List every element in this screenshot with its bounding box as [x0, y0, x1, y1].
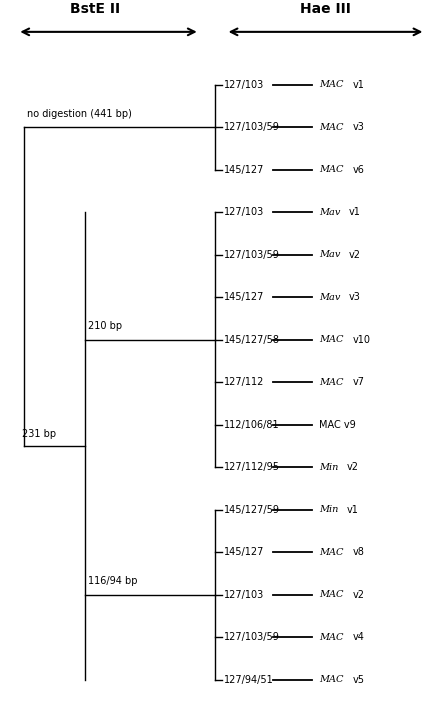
Text: Hae III: Hae III	[300, 2, 351, 16]
Text: Min: Min	[319, 506, 340, 514]
Text: 145/127: 145/127	[224, 292, 264, 302]
Text: 210 bp: 210 bp	[88, 321, 122, 331]
Text: no digestion (441 bp): no digestion (441 bp)	[27, 109, 132, 119]
Text: 127/103: 127/103	[224, 80, 264, 90]
Text: 127/103/59: 127/103/59	[224, 250, 279, 260]
Text: 145/127: 145/127	[224, 165, 264, 175]
Text: 127/103/59: 127/103/59	[224, 122, 279, 132]
Text: v2: v2	[347, 462, 358, 472]
Text: MAC: MAC	[319, 336, 345, 344]
Text: v1: v1	[353, 80, 365, 90]
Text: v6: v6	[353, 165, 365, 175]
Text: MAC: MAC	[319, 675, 345, 684]
Text: MAC: MAC	[319, 81, 345, 89]
Text: 231 bp: 231 bp	[22, 429, 56, 439]
Text: v2: v2	[349, 250, 361, 260]
Text: v8: v8	[353, 547, 365, 557]
Text: MAC: MAC	[319, 633, 345, 641]
Text: 127/103: 127/103	[224, 207, 264, 217]
Text: 116/94 bp: 116/94 bp	[88, 576, 138, 586]
Text: Mav: Mav	[319, 293, 342, 302]
Text: v2: v2	[353, 590, 365, 600]
Text: MAC: MAC	[319, 548, 345, 556]
Text: MAC: MAC	[319, 166, 345, 174]
Text: MAC v9: MAC v9	[319, 420, 356, 430]
Text: v1: v1	[347, 505, 358, 515]
Text: v1: v1	[349, 207, 361, 217]
Text: v5: v5	[353, 675, 365, 685]
Text: 127/112/95: 127/112/95	[224, 462, 279, 472]
Text: 112/106/81: 112/106/81	[224, 420, 279, 430]
Text: 127/112: 127/112	[224, 377, 264, 387]
Text: Min: Min	[319, 463, 340, 472]
Text: MAC: MAC	[319, 378, 345, 387]
Text: 127/103/59: 127/103/59	[224, 632, 279, 642]
Text: 145/127: 145/127	[224, 547, 264, 557]
Text: Mav: Mav	[319, 208, 342, 217]
Text: 127/94/51: 127/94/51	[224, 675, 273, 685]
Text: 145/127/58: 145/127/58	[224, 335, 279, 345]
Text: BstE II: BstE II	[70, 2, 121, 16]
Text: MAC: MAC	[319, 123, 345, 132]
Text: 127/103: 127/103	[224, 590, 264, 600]
Text: v3: v3	[349, 292, 361, 302]
Text: Mav: Mav	[319, 251, 342, 259]
Text: v3: v3	[353, 122, 365, 132]
Text: MAC: MAC	[319, 590, 345, 599]
Text: v10: v10	[353, 335, 371, 345]
Text: v7: v7	[353, 377, 365, 387]
Text: v4: v4	[353, 632, 365, 642]
Text: 145/127/59: 145/127/59	[224, 505, 279, 515]
